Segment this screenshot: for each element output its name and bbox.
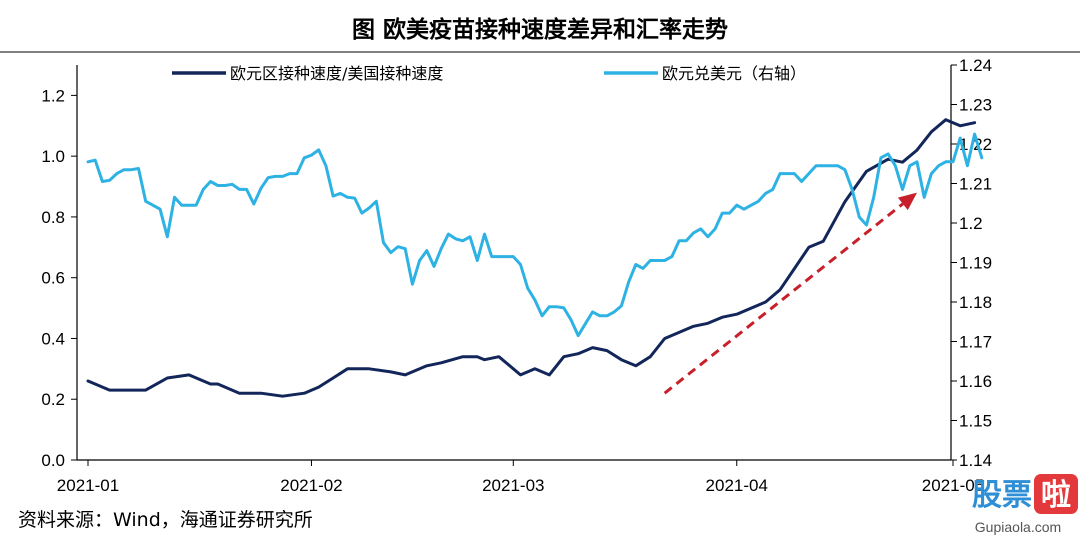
watermark-url: Gupiaola.com xyxy=(975,519,1061,535)
trend-arrow-head xyxy=(897,192,917,211)
y-right-ticks: 1.14 1.15 1.16 1.17 1.18 1.19 1.2 1.21 1.22 1.23 1… xyxy=(951,56,992,470)
chart-title: 图 欧美疫苗接种速度差异和汇率走势 xyxy=(352,16,728,43)
y-left-tick-label: 0.2 xyxy=(41,390,65,409)
y-right-tick-label: 1.17 xyxy=(959,333,992,352)
x-tick-label: 2021-05 xyxy=(922,476,984,495)
y-left-tick-label: 0.8 xyxy=(41,208,65,227)
legend: 欧元区接种速度/美国接种速度 欧元兑美元（右轴） xyxy=(172,64,806,83)
series-layer xyxy=(86,118,984,398)
y-left-tick-label: 0.6 xyxy=(41,269,65,288)
y-left-ticks: 0.0 0.2 0.4 0.6 0.8 1.0 1.2 xyxy=(41,86,77,470)
y-right-tick-label: 1.18 xyxy=(959,293,992,312)
trend-arrow xyxy=(663,192,917,395)
x-tick-label: 2021-01 xyxy=(57,476,119,495)
legend-label-left-series: 欧元区接种速度/美国接种速度 xyxy=(230,64,443,83)
y-left-tick-label: 1.2 xyxy=(41,86,65,105)
x-tick-label: 2021-02 xyxy=(280,476,342,495)
watermark: 股票 啦 Gupiaola.com xyxy=(972,474,1078,535)
source-note: 资料来源：Wind，海通证券研究所 xyxy=(18,509,313,531)
y-right-tick-label: 1.15 xyxy=(959,412,992,431)
watermark-badge xyxy=(1034,474,1078,514)
series-line-eurusd xyxy=(86,132,984,338)
y-right-tick-label: 1.24 xyxy=(959,56,992,75)
watermark-text-2: 啦 xyxy=(1041,478,1071,513)
y-right-tick-label: 1.2 xyxy=(959,214,983,233)
y-left-tick-label: 0.0 xyxy=(41,451,65,470)
axes xyxy=(76,65,952,461)
x-ticks: 2021-01 2021-02 2021-03 2021-04 2021-05 xyxy=(57,460,984,495)
x-tick-label: 2021-03 xyxy=(482,476,544,495)
y-right-tick-label: 1.23 xyxy=(959,96,992,115)
legend-label-right-series: 欧元兑美元（右轴） xyxy=(662,64,806,83)
x-tick-label: 2021-04 xyxy=(706,476,768,495)
watermark-text-1: 股票 xyxy=(972,478,1032,513)
trend-arrow-shaft xyxy=(663,202,904,395)
y-left-tick-label: 0.4 xyxy=(41,329,65,348)
y-right-tick-label: 1.19 xyxy=(959,254,992,273)
y-right-tick-label: 1.21 xyxy=(959,175,992,194)
y-left-tick-label: 1.0 xyxy=(41,147,65,166)
series-line-vaccination-ratio xyxy=(86,118,977,398)
y-right-tick-label: 1.22 xyxy=(959,135,992,154)
y-right-tick-label: 1.16 xyxy=(959,372,992,391)
y-right-tick-label: 1.14 xyxy=(959,451,992,470)
